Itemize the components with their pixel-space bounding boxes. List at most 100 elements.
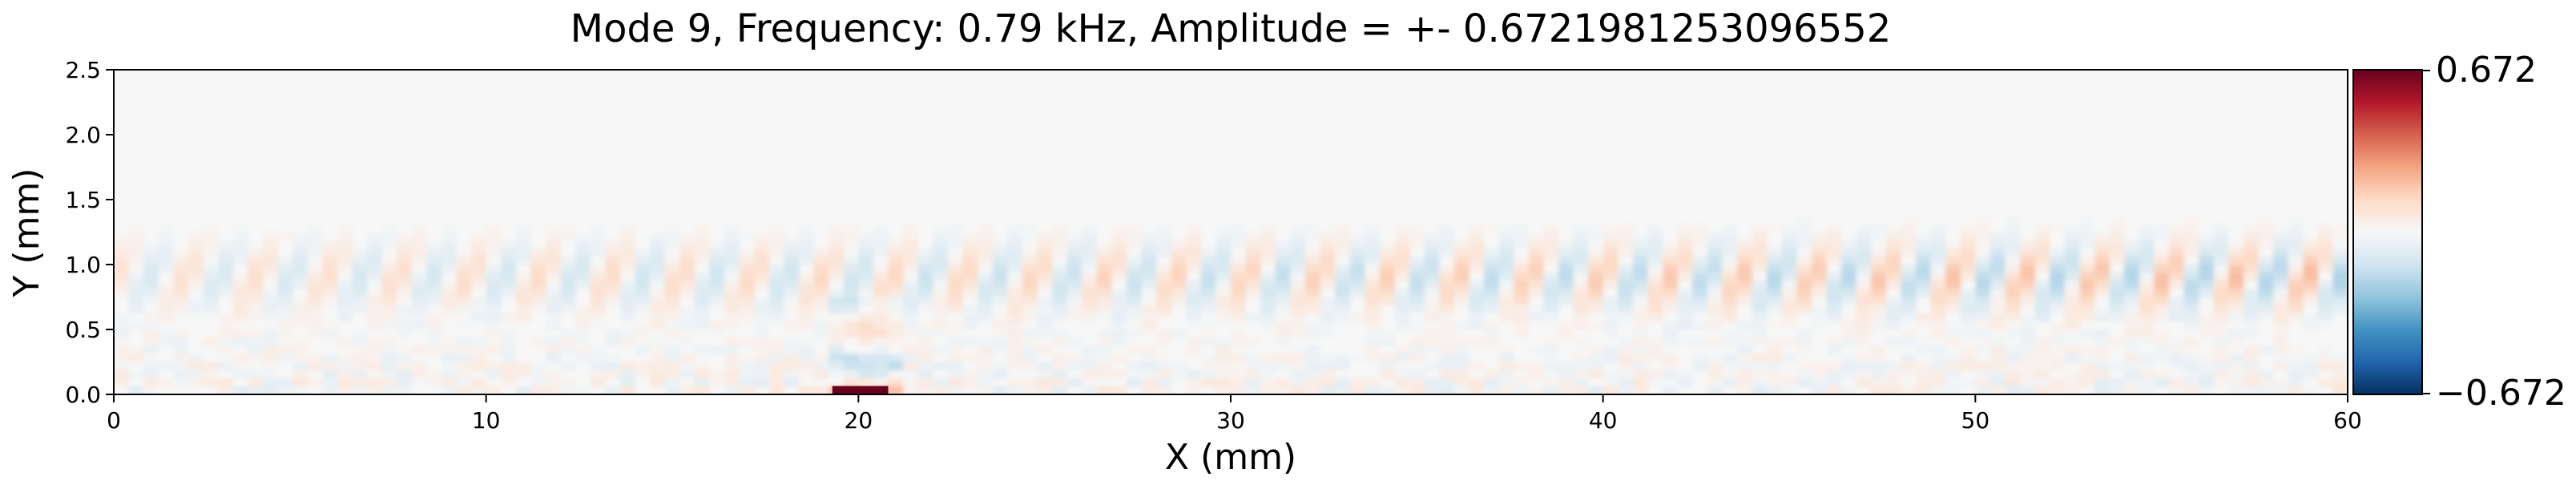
heatmap-cell — [1677, 240, 1693, 249]
heatmap-cell — [1439, 321, 1455, 330]
heatmap-cell — [903, 370, 919, 379]
heatmap-cell — [1453, 362, 1469, 371]
heatmap-cell — [2139, 273, 2155, 281]
heatmap-cell — [1781, 297, 1797, 306]
heatmap-cell — [664, 378, 680, 387]
heatmap-cell — [605, 370, 621, 379]
heatmap-cell — [1677, 248, 1693, 257]
heatmap-cell — [2199, 289, 2215, 298]
heatmap-cell — [978, 378, 994, 387]
heatmap-cell — [187, 248, 204, 257]
heatmap-cell — [1796, 240, 1812, 249]
heatmap-cell — [1558, 281, 1574, 289]
heatmap-cell — [635, 256, 651, 265]
heatmap-cell — [203, 297, 219, 306]
x-tick-label: 60 — [2333, 407, 2362, 434]
heatmap-cell — [1096, 378, 1112, 387]
heatmap-cell — [1409, 256, 1425, 265]
heatmap-cell — [843, 321, 859, 330]
heatmap-cell — [2288, 378, 2304, 387]
heatmap-cell — [1722, 281, 1738, 289]
heatmap-cell — [128, 240, 144, 249]
heatmap-cell — [2199, 313, 2215, 322]
heatmap-cell — [784, 289, 800, 298]
heatmap-cell — [1365, 337, 1381, 346]
heatmap-cell — [828, 265, 845, 273]
heatmap-cell — [1141, 248, 1157, 257]
heatmap-cell — [590, 248, 606, 257]
heatmap-cell — [262, 240, 279, 249]
heatmap-cell — [1647, 370, 1663, 379]
heatmap-cell — [1111, 265, 1127, 273]
heatmap-cell — [694, 378, 711, 387]
heatmap-cell — [813, 386, 829, 394]
heatmap-cell — [1096, 281, 1112, 289]
heatmap-cell — [1871, 273, 1887, 281]
heatmap-cell — [2228, 354, 2244, 363]
heatmap-cell — [575, 281, 591, 289]
heatmap-cell — [1588, 281, 1604, 289]
heatmap-cell — [2317, 256, 2334, 265]
heatmap-cell — [1051, 240, 1068, 249]
heatmap-cell — [2064, 289, 2081, 298]
heatmap-cell — [1663, 281, 1679, 289]
heatmap-cell — [962, 240, 978, 249]
heatmap-cell — [1245, 273, 1261, 281]
heatmap-cell — [1007, 329, 1023, 338]
heatmap-cell — [1215, 289, 1232, 298]
heatmap-cell — [2288, 362, 2304, 371]
heatmap-cell — [366, 362, 383, 371]
heatmap-cell — [1752, 240, 1768, 249]
heatmap-cell — [843, 313, 859, 322]
heatmap-cell — [784, 346, 800, 354]
heatmap-cell — [813, 362, 829, 371]
heatmap-cell — [1588, 248, 1604, 257]
heatmap-cell — [694, 289, 711, 298]
heatmap-cell — [1960, 321, 1976, 330]
heatmap-cell — [352, 305, 368, 314]
heatmap-cell — [307, 240, 323, 249]
heatmap-cell — [546, 273, 562, 281]
heatmap-cell — [2332, 256, 2348, 265]
heatmap-cell — [530, 362, 546, 371]
heatmap-cell — [1573, 354, 1589, 363]
heatmap-cell — [1871, 281, 1887, 289]
heatmap-cell — [724, 256, 740, 265]
heatmap-cell — [1409, 265, 1425, 273]
heatmap-cell — [694, 273, 711, 281]
heatmap-cell — [501, 329, 517, 338]
heatmap-cell — [1602, 273, 1619, 281]
heatmap-cell — [1722, 354, 1738, 363]
heatmap-cell — [1171, 256, 1187, 265]
heatmap-cell — [1558, 297, 1574, 306]
heatmap-cell — [2273, 321, 2289, 330]
heatmap-cell — [441, 297, 458, 306]
heatmap-cell — [1543, 256, 1559, 265]
heatmap-cell — [218, 378, 234, 387]
heatmap-cell — [888, 378, 904, 387]
heatmap-cell — [2139, 248, 2155, 257]
heatmap-cell — [1335, 313, 1351, 322]
heatmap-cell — [1722, 256, 1738, 265]
heatmap-cell — [158, 224, 174, 233]
heatmap-cell — [1394, 354, 1410, 363]
heatmap-cell — [1841, 362, 1857, 371]
heatmap-cell — [650, 370, 666, 379]
heatmap-cell — [248, 329, 264, 338]
heatmap-cell — [158, 378, 174, 387]
heatmap-cell — [187, 240, 204, 249]
heatmap-cell — [1885, 370, 1901, 379]
heatmap-cell — [2079, 354, 2095, 363]
heatmap-cell — [575, 386, 591, 394]
heatmap-cell — [1975, 273, 1991, 281]
heatmap-cell — [2050, 289, 2066, 298]
heatmap-cell — [1856, 232, 1872, 241]
heatmap-cell — [1469, 297, 1485, 306]
heatmap-cell — [203, 265, 219, 273]
heatmap-cell — [1066, 281, 1082, 289]
heatmap-cell — [1365, 265, 1381, 273]
heatmap-cell — [1781, 281, 1797, 289]
heatmap-cell — [828, 248, 845, 257]
heatmap-cell — [619, 337, 636, 346]
heatmap-cell — [143, 313, 159, 322]
